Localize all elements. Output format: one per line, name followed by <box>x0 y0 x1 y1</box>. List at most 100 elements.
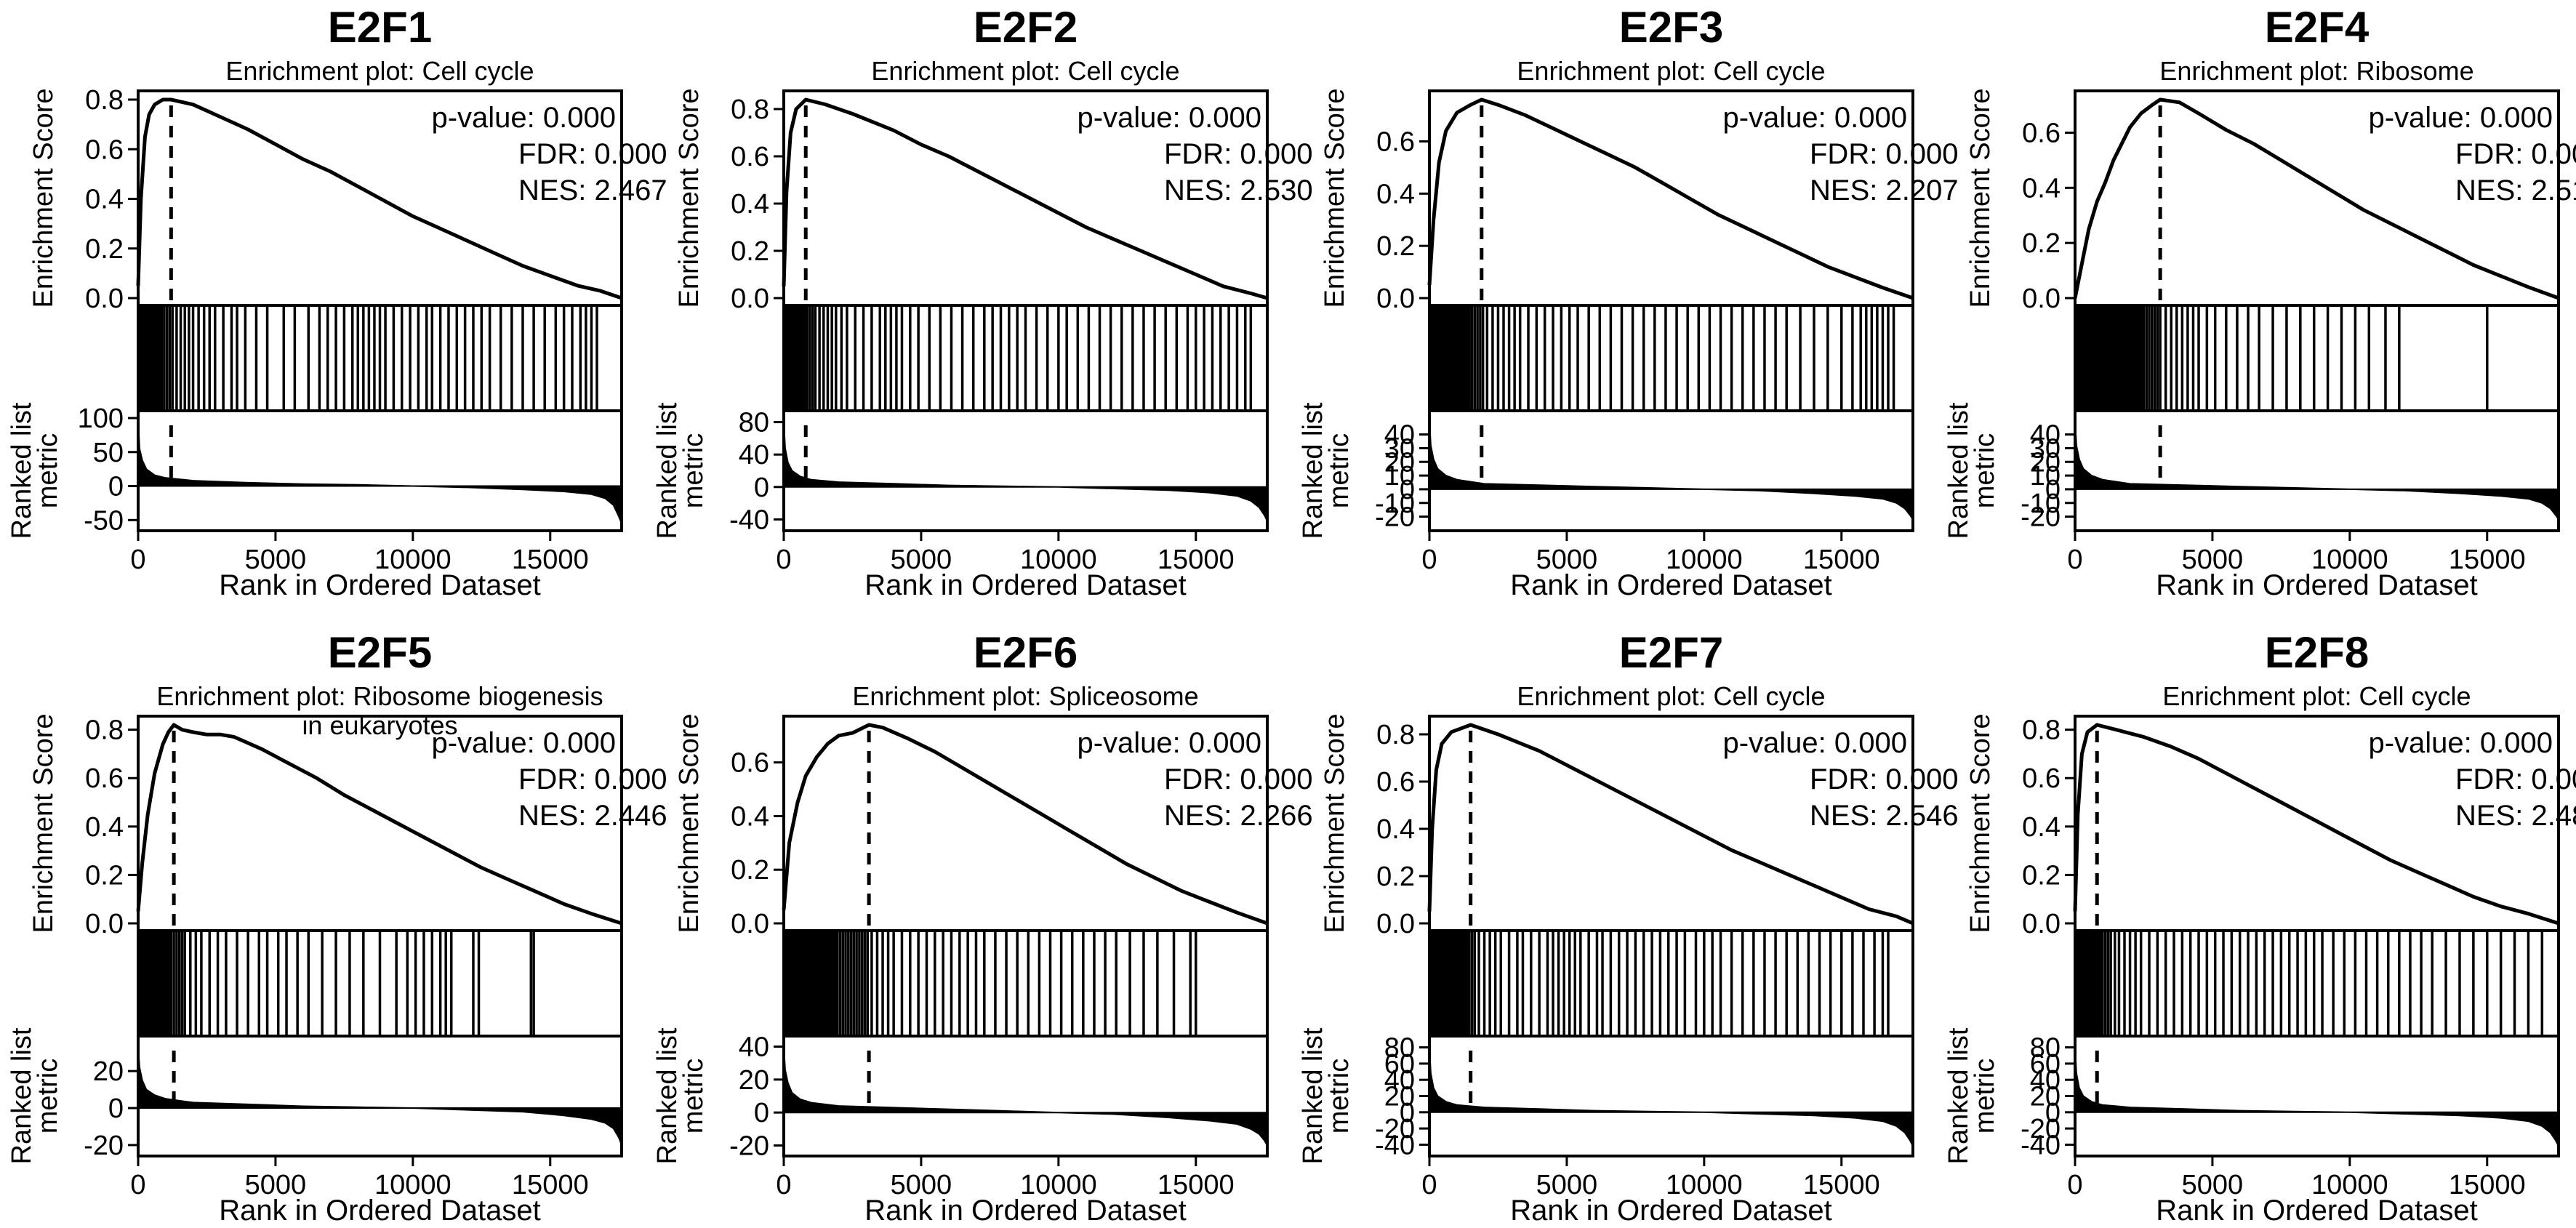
metric-tick-label: 10 <box>1384 461 1415 491</box>
es-tick-label: 0.2 <box>85 860 124 891</box>
metric-tick-label: 40 <box>1384 1065 1415 1096</box>
es-tick-label: 0.6 <box>1376 767 1415 798</box>
panel-title: E2F1 <box>328 3 432 52</box>
es-axis-label: Enrichment Score <box>1965 88 1996 308</box>
panel-subtitle: Enrichment plot: Spliceosome <box>852 681 1198 711</box>
x-axis-label: Rank in Ordered Dataset <box>1510 1195 1831 1227</box>
es-tick-label: 0.2 <box>2022 860 2061 891</box>
metric-area <box>1429 420 1914 522</box>
stat-fdr: FDR: 0.000 <box>1164 138 1313 170</box>
metric-tick-label: -10 <box>2021 489 2061 519</box>
es-tick-label: 0.4 <box>2022 173 2061 204</box>
x-tick-label: 0 <box>130 545 145 575</box>
metric-tick-label: -20 <box>729 1131 769 1161</box>
metric-frame <box>137 1035 623 1157</box>
metric-tick-label: 0 <box>2045 475 2061 505</box>
metric-tick-label: 50 <box>93 438 124 468</box>
es-tick-label: 0.4 <box>2022 812 2061 843</box>
metric-frame <box>1428 1035 1914 1157</box>
metric-tick-label: 20 <box>1384 447 1415 478</box>
es-axis-label: Enrichment Score <box>1965 713 1996 933</box>
metric-tick-label: -40 <box>1375 1130 1415 1160</box>
stat-fdr: FDR: 0.000 <box>518 138 667 170</box>
metric-frame <box>2074 409 2560 532</box>
x-tick-label: 15000 <box>1157 545 1235 575</box>
stat-nes: NES: 2.207 <box>1810 174 1959 206</box>
es-tick-label: 0.0 <box>85 909 124 939</box>
metric-tick-label: 0 <box>754 473 769 503</box>
stat-p-value: p-value: 0.000 <box>1077 727 1261 759</box>
x-tick-label: 0 <box>2067 1170 2082 1200</box>
es-tick-label: 0.2 <box>731 236 769 267</box>
panel-subtitle: Enrichment plot: Cell cycle <box>225 56 534 86</box>
metric-tick-label: 0 <box>108 1093 124 1124</box>
x-axis-label: Rank in Ordered Dataset <box>864 1195 1186 1227</box>
metric-tick-label: 30 <box>2030 433 2061 464</box>
es-axis-label: Enrichment Score <box>674 713 705 933</box>
metric-tick-label: 40 <box>739 1032 769 1063</box>
es-tick-label: 0.6 <box>85 135 124 165</box>
x-tick-label: 15000 <box>2449 545 2526 575</box>
es-tick-label: 0.0 <box>731 284 769 314</box>
hit-lines <box>137 931 535 1036</box>
stat-fdr: FDR: 0.000 <box>1810 763 1959 795</box>
es-tick-label: 0.8 <box>1376 720 1415 750</box>
metric-tick-label: 60 <box>2030 1049 2061 1080</box>
es-tick-label: 0.6 <box>85 763 124 794</box>
metric-tick-label: 40 <box>2030 420 2061 451</box>
metric-axis-label: Ranked list <box>652 1027 683 1164</box>
x-tick-label: 0 <box>776 1170 791 1200</box>
x-tick-label: 5000 <box>1536 1170 1598 1200</box>
panel-title: E2F3 <box>1619 3 1723 52</box>
hit-lines <box>782 931 1197 1036</box>
es-axis-label: Enrichment Score <box>1320 88 1350 308</box>
x-tick-label: 15000 <box>512 1170 589 1200</box>
metric-frame <box>137 409 623 532</box>
x-tick-label: 0 <box>2067 545 2082 575</box>
x-tick-label: 0 <box>1421 545 1437 575</box>
metric-area <box>2074 420 2559 522</box>
metric-tick-label: 40 <box>1384 420 1415 451</box>
metric-tick-label: -40 <box>729 505 769 535</box>
metric-axis-label: Ranked list <box>1943 402 1974 539</box>
stat-nes: NES: 2.266 <box>1164 800 1313 832</box>
gsea-panel-e2f4: E2F4 Enrichment plot: Ribosome 0.0 0.2 0.4 0.… <box>1943 3 2576 601</box>
panel-subtitle: Enrichment plot: Ribosome <box>2159 56 2473 86</box>
metric-tick-label: -20 <box>1375 502 1415 533</box>
metric-axis-label-line2: metric <box>1324 433 1355 508</box>
x-tick-label: 10000 <box>374 545 452 575</box>
x-tick-label: 0 <box>776 545 791 575</box>
x-tick-label: 5000 <box>891 1170 952 1200</box>
es-tick-label: 0.4 <box>85 812 124 843</box>
metric-area <box>1429 1047 1914 1147</box>
stat-p-value: p-value: 0.000 <box>1722 102 1907 134</box>
es-tick-label: 0.6 <box>1376 127 1415 157</box>
es-tick-label: 0.0 <box>2022 284 2061 314</box>
metric-tick-label: 10 <box>2030 461 2061 491</box>
metric-tick-label: 100 <box>78 404 124 434</box>
gsea-panel-e2f6: E2F6 Enrichment plot: Spliceosome 0.0 0.2 0.… <box>652 628 1313 1227</box>
es-tick-label: 0.2 <box>2022 228 2061 259</box>
es-tick-label: 0.4 <box>1376 814 1415 845</box>
x-axis-label: Rank in Ordered Dataset <box>864 569 1186 601</box>
metric-axis-label-line2: metric <box>1970 433 2000 508</box>
gsea-panel-e2f2: E2F2 Enrichment plot: Cell cycle 0.0 0.2 0.4… <box>652 3 1313 601</box>
x-tick-label: 5000 <box>2182 1170 2244 1200</box>
metric-area <box>137 417 622 524</box>
metric-tick-label: -20 <box>2021 502 2061 533</box>
stat-nes: NES: 2.446 <box>518 800 667 832</box>
es-tick-label: 0.0 <box>1376 909 1415 939</box>
hit-lines <box>137 305 598 411</box>
es-tick-label: 0.8 <box>731 95 769 125</box>
es-tick-label: 0.2 <box>85 234 124 265</box>
es-tick-label: 0.6 <box>731 748 769 779</box>
metric-tick-label: 80 <box>2030 1033 2061 1064</box>
x-tick-label: 10000 <box>1020 545 1097 575</box>
es-curve <box>782 723 1268 926</box>
x-tick-label: 10000 <box>1020 1170 1097 1200</box>
x-tick-label: 5000 <box>891 545 952 575</box>
metric-axis-label-line2: metric <box>678 1059 709 1133</box>
es-tick-label: 0.0 <box>85 284 124 314</box>
metric-frame <box>782 409 1269 532</box>
panel-title: E2F5 <box>328 628 432 677</box>
